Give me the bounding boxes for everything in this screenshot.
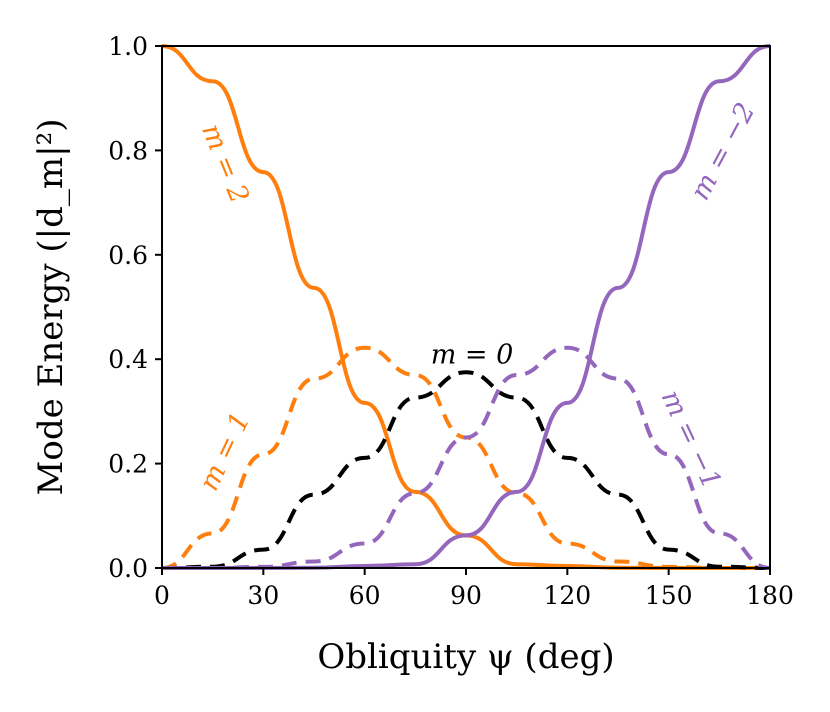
plot-frame — [161, 45, 771, 569]
curve-labels: m = 2m = 1m = 0m = −1m = −2 — [194, 98, 762, 496]
x-axis-label: Obliquity ψ (deg) — [317, 637, 614, 677]
curve-label-0: m = 2 — [195, 120, 255, 208]
y-axis-ticks: 0.0 0.2 0.4 0.6 0.8 1.0 — [108, 32, 162, 583]
x-tick-label: 60 — [349, 581, 381, 610]
x-tick-label: 90 — [450, 581, 482, 610]
series-line-3 — [161, 345, 771, 570]
y-tick-label: 0.2 — [108, 450, 148, 479]
y-tick-label: 0.8 — [108, 136, 148, 165]
y-tick-label: 1.0 — [108, 32, 148, 61]
x-tick-label: 30 — [247, 581, 279, 610]
x-axis-ticks: 0 30 60 90 120 150 180 — [154, 568, 794, 610]
y-tick-label: 0.6 — [108, 241, 148, 270]
series-line-0 — [161, 44, 770, 570]
curve-label-1: m = 1 — [194, 408, 257, 496]
curve-label-3: m = −1 — [655, 385, 728, 493]
series-line-2 — [161, 370, 771, 570]
series-curves — [161, 44, 771, 570]
x-tick-label: 0 — [154, 581, 170, 610]
y-tick-label: 0.0 — [108, 554, 148, 583]
series-line-4 — [162, 44, 771, 570]
y-tick-label: 0.4 — [108, 345, 148, 374]
x-tick-label: 150 — [645, 581, 693, 610]
curve-label-2: m = 0 — [431, 340, 514, 371]
series-line-1 — [161, 345, 771, 570]
y-axis-label: Mode Energy (|d_m|²) — [31, 119, 71, 496]
x-tick-label: 180 — [746, 581, 794, 610]
x-tick-label: 120 — [543, 581, 591, 610]
